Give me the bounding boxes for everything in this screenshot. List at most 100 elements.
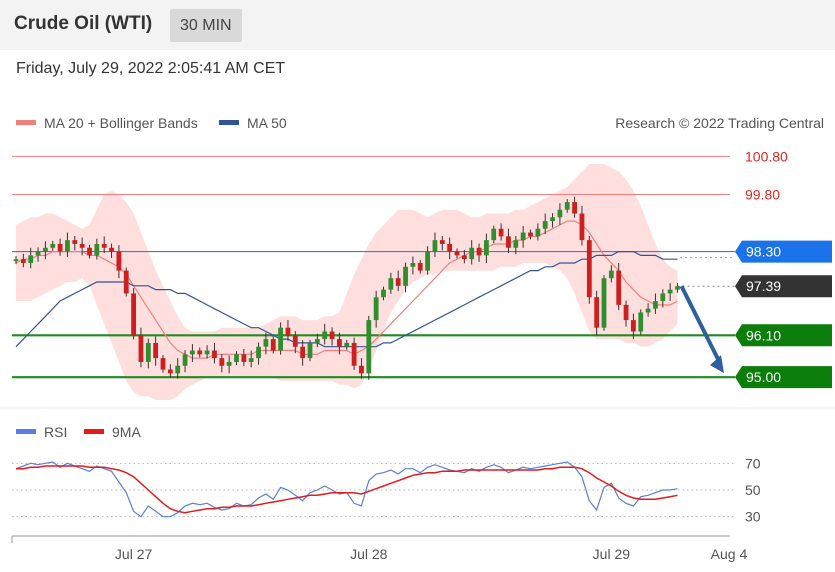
- rsi-axis-tick: 50: [745, 482, 761, 498]
- rsi-line: [15, 461, 678, 518]
- candle-body: [447, 243, 453, 252]
- candle-body: [476, 247, 482, 256]
- candle-body: [131, 293, 136, 336]
- candle-body: [601, 278, 607, 328]
- candle-body: [623, 304, 629, 321]
- rsi-axis-tick: 30: [745, 509, 761, 525]
- candle-body: [359, 365, 364, 374]
- candle-body: [675, 286, 680, 290]
- candle-body: [101, 243, 107, 248]
- candle-body: [513, 240, 519, 248]
- interval-button[interactable]: 30 MIN: [170, 9, 242, 42]
- candle-body: [645, 308, 651, 313]
- x-axis-tick-label: Jul 27: [115, 546, 153, 562]
- candle-body: [292, 335, 298, 347]
- candle-body: [631, 320, 636, 332]
- candle-body: [484, 240, 489, 256]
- candle-body: [344, 342, 350, 347]
- credit-text: Research © 2022 Trading Central: [615, 115, 824, 131]
- rsi-ma-line: [16, 465, 678, 514]
- forecast-arrow-shaft: [679, 285, 722, 365]
- candle-body: [608, 270, 614, 279]
- candle-body: [653, 301, 658, 309]
- x-axis-tick-label: Jul 28: [350, 546, 388, 562]
- candle-body: [182, 354, 188, 366]
- candle-body: [403, 266, 408, 286]
- candle-body: [322, 331, 328, 340]
- candle-body: [65, 240, 70, 252]
- candle-body: [564, 202, 570, 210]
- support-label: 95.00: [746, 369, 781, 385]
- candle-body: [138, 335, 144, 362]
- current-price-tag: [735, 275, 832, 298]
- candle-body: [145, 342, 151, 362]
- candle-body: [94, 243, 100, 256]
- pivot-label: 98.30: [746, 244, 781, 260]
- candle-body: [439, 240, 445, 244]
- candle-body: [116, 251, 122, 271]
- candle-body: [351, 342, 357, 366]
- rsi-legend-swatch: [16, 429, 36, 434]
- candle-body: [300, 346, 306, 359]
- candle-body: [461, 255, 467, 260]
- candle-body: [160, 358, 166, 370]
- candle-body: [219, 358, 225, 366]
- candle-body: [35, 251, 41, 256]
- rsi-ma-legend-label: 9MA: [112, 424, 141, 440]
- candle-body: [667, 289, 673, 294]
- candle-body: [388, 278, 394, 290]
- ma50-legend-swatch: [219, 120, 239, 125]
- candle-body: [175, 365, 181, 374]
- candle-body: [528, 232, 533, 237]
- candle-body: [28, 255, 34, 263]
- rsi-axis-tick: 70: [745, 455, 761, 471]
- chart-header: Crude Oil (WTI) 30 MIN: [0, 0, 835, 50]
- candle-body: [285, 327, 291, 336]
- candle-body: [72, 240, 78, 244]
- current-label: 97.39: [746, 278, 781, 294]
- rsi-ma-legend-swatch: [84, 429, 104, 434]
- candle-body: [432, 240, 438, 252]
- candle-body: [542, 221, 548, 229]
- candle-body: [87, 247, 92, 256]
- candle-body: [520, 232, 526, 241]
- candle-body: [535, 228, 541, 237]
- candle-body: [660, 293, 666, 302]
- candle-body: [197, 350, 203, 355]
- candle-body: [241, 354, 247, 362]
- candle-body: [616, 270, 622, 305]
- support-price-tag: [735, 324, 832, 347]
- candle-body: [43, 247, 48, 252]
- support-label: 96.10: [746, 327, 781, 343]
- resistance-label: 99.80: [745, 186, 780, 202]
- candle-body: [469, 247, 475, 260]
- candle-body: [190, 350, 195, 355]
- candle-body: [278, 327, 283, 351]
- instrument-title: Crude Oil (WTI): [14, 13, 153, 34]
- x-axis-tick-label: Jul 29: [593, 546, 631, 562]
- candle-body: [454, 251, 460, 256]
- forecast-arrow-head: [710, 355, 724, 374]
- candle-body: [263, 339, 269, 347]
- candle-body: [395, 278, 401, 286]
- candle-body: [638, 312, 644, 332]
- candle-body: [167, 369, 173, 374]
- candle-body: [491, 228, 497, 241]
- candle-body: [204, 350, 210, 355]
- candle-body: [234, 354, 239, 362]
- resistance-label: 100.80: [745, 148, 788, 164]
- candle-body: [586, 240, 592, 298]
- candle-body: [579, 213, 585, 241]
- candle-body: [498, 228, 504, 237]
- x-axis-tick-label: Aug 4: [711, 546, 748, 562]
- ma50-legend-label: MA 50: [247, 115, 287, 131]
- candle-body: [123, 270, 129, 294]
- candle-body: [79, 243, 85, 248]
- candle-body: [314, 339, 320, 343]
- timestamp: Friday, July 29, 2022 2:05:41 AM CET: [16, 60, 286, 77]
- ma20-legend-label: MA 20 + Bollinger Bands: [44, 115, 198, 131]
- rsi-legend-label: RSI: [44, 424, 67, 440]
- candle-body: [226, 361, 232, 366]
- candle-body: [366, 320, 372, 374]
